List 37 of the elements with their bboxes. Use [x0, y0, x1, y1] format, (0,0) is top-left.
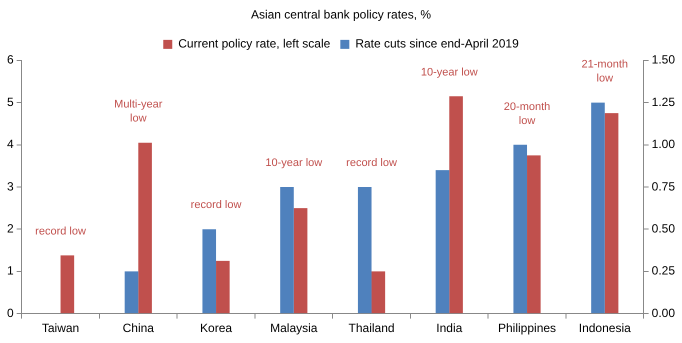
y-tick-label: 5 — [6, 94, 14, 109]
annotation: Multi-year low — [114, 98, 163, 125]
y2-tick-label: 1.25 — [652, 94, 676, 109]
legend-label: Rate cuts since end-April 2019 — [355, 36, 520, 51]
y2-tick-label: 0.25 — [652, 264, 676, 278]
y-tick-label: 6 — [6, 52, 14, 67]
bar — [358, 187, 372, 314]
y2-tick-label: 0.75 — [652, 179, 676, 194]
x-tick-label: Thailand — [348, 321, 395, 336]
x-tick-label: Indonesia — [578, 321, 632, 336]
chart-title: Asian central bank policy rates, % — [250, 8, 432, 22]
x-tick-label: Taiwan — [42, 321, 80, 336]
x-tick-label: China — [122, 321, 154, 336]
y-tick-label: 0 — [6, 306, 14, 320]
y2-tick-label: 0.50 — [652, 222, 676, 236]
y-tick-label: 3 — [6, 179, 14, 194]
bar — [124, 271, 138, 314]
annotation: 10-year low — [420, 66, 478, 78]
annotation: record low — [190, 199, 242, 212]
y-tick-label: 1 — [6, 264, 14, 278]
y2-tick-label: 0.00 — [652, 306, 676, 320]
annotation: 10-year low — [265, 157, 322, 170]
bar — [60, 255, 74, 314]
annotation: 21-month low — [582, 58, 628, 85]
x-tick-label: Korea — [200, 321, 232, 336]
x-tick-label: Malaysia — [270, 321, 318, 336]
y-tick-label: 2 — [6, 222, 14, 236]
annotation: record low — [35, 225, 86, 238]
y2-tick-label: 1.50 — [652, 52, 676, 67]
y2-tick-label: 1.00 — [652, 137, 676, 152]
annotation: 20-month low — [504, 100, 550, 127]
legend-label: Current policy rate, left scale — [178, 36, 331, 51]
annotation: record low — [346, 157, 397, 170]
x-tick-label: India — [436, 321, 463, 336]
x-tick-label: Philippines — [498, 321, 556, 336]
y-tick-label: 4 — [6, 137, 14, 152]
bar — [138, 142, 152, 314]
